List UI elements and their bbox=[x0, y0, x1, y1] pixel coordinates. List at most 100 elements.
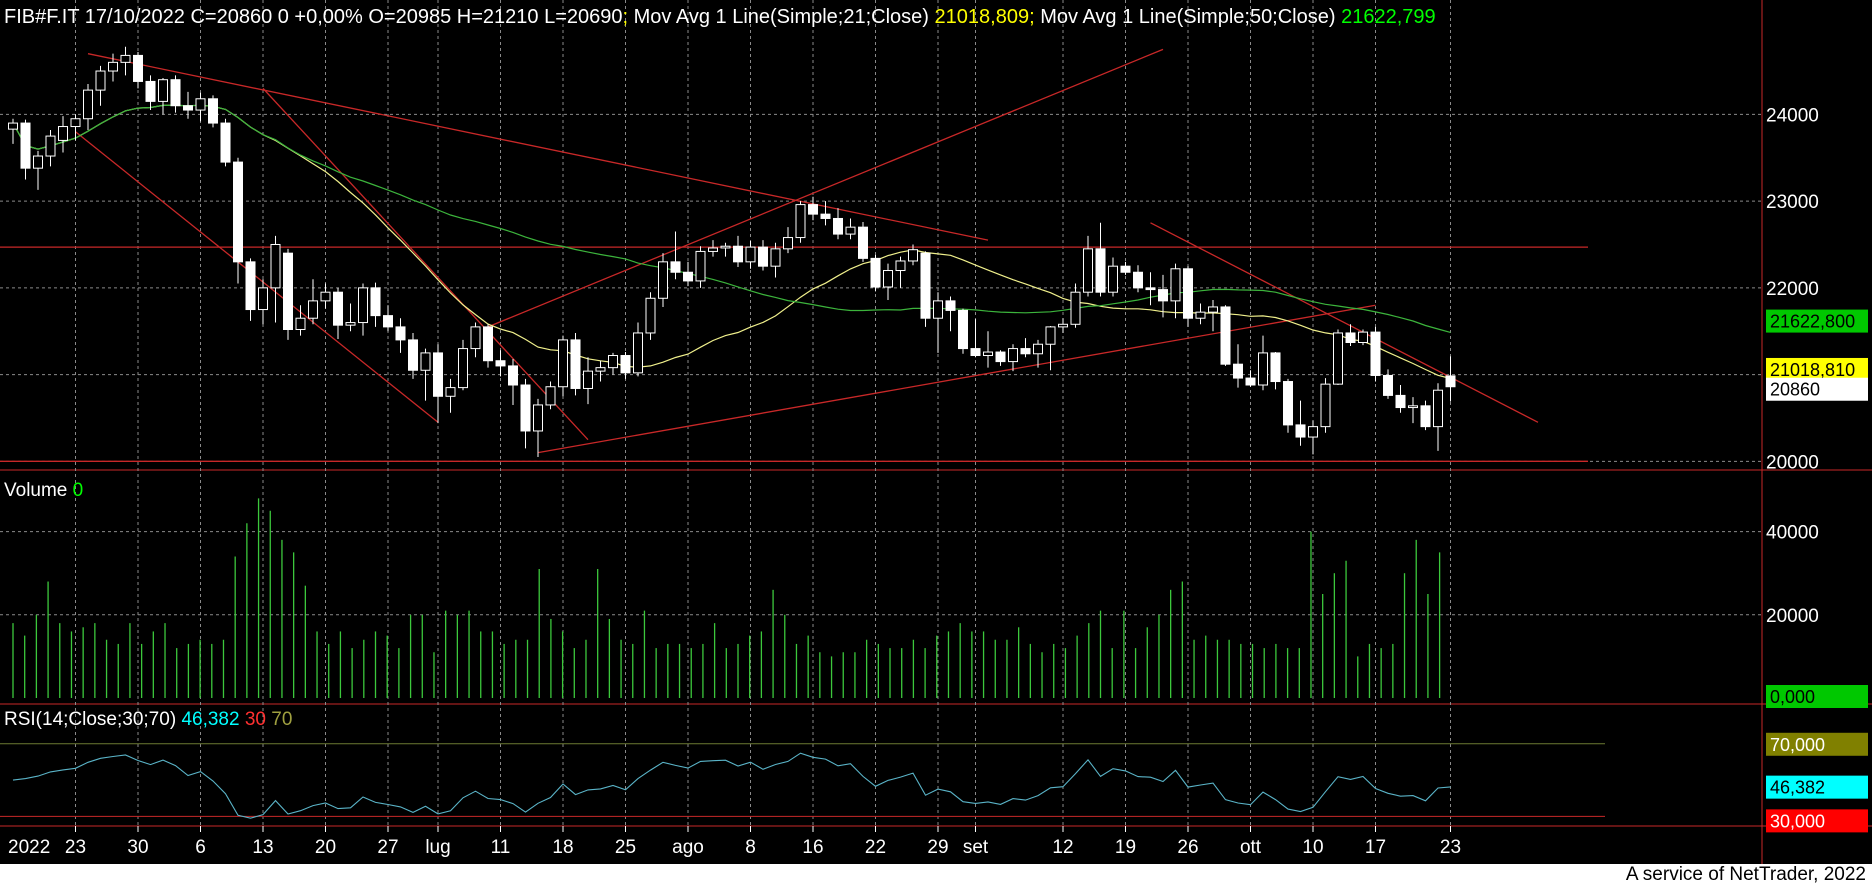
candle-up bbox=[533, 404, 543, 432]
candle-down bbox=[133, 54, 143, 82]
candle-down bbox=[1245, 377, 1256, 386]
trendline bbox=[537, 304, 1376, 454]
candle-down bbox=[220, 122, 231, 163]
candle-down bbox=[1395, 394, 1406, 409]
candle-down bbox=[1158, 289, 1168, 302]
rsi-value-axis-badge: 46,382 bbox=[1770, 778, 1825, 798]
candle-up bbox=[108, 61, 118, 72]
candle-up bbox=[1320, 383, 1331, 428]
x-tick-label: 18 bbox=[552, 837, 573, 858]
volume-value: 0 bbox=[72, 480, 84, 501]
ma21-value: 21018,809 bbox=[934, 6, 1030, 28]
candle-down bbox=[1220, 306, 1231, 365]
candle-up bbox=[795, 204, 806, 239]
candle-up bbox=[1108, 265, 1118, 293]
candle-up bbox=[45, 135, 56, 157]
candle-up bbox=[1333, 332, 1343, 385]
volume-tick-label: 40000 bbox=[1766, 523, 1819, 544]
candle-down bbox=[495, 360, 506, 367]
price-tick-label: 23000 bbox=[1766, 192, 1819, 213]
x-tick-label: 12 bbox=[1052, 837, 1073, 858]
volume-legend: Volume 0 bbox=[4, 480, 83, 502]
candle-up bbox=[908, 249, 918, 262]
candle-down bbox=[808, 204, 818, 215]
candle-up bbox=[1308, 426, 1318, 438]
rsi-title: RSI(14;Close;30;70) bbox=[4, 709, 177, 730]
price-tick-label: 20000 bbox=[1766, 452, 1819, 473]
candle-down bbox=[920, 252, 931, 319]
candle-down bbox=[245, 261, 256, 311]
candle-up bbox=[270, 243, 281, 289]
volume-axis-badge-bg bbox=[1766, 685, 1868, 708]
candle-up bbox=[845, 226, 856, 235]
rsi-high-axis-badge-bg bbox=[1766, 732, 1868, 756]
footer-bar bbox=[0, 864, 1872, 888]
candle-down bbox=[408, 339, 418, 371]
candle-down bbox=[170, 79, 181, 107]
candle-up bbox=[545, 386, 556, 406]
x-tick-label: 11 bbox=[491, 837, 511, 858]
candle-up bbox=[720, 245, 731, 249]
ma50-axis-badge-bg bbox=[1766, 309, 1868, 333]
candle-up bbox=[8, 122, 18, 130]
candle-down bbox=[833, 217, 843, 235]
ma21-axis-badge: 21018,810 bbox=[1770, 360, 1855, 380]
candle-up bbox=[345, 322, 356, 326]
candle-up bbox=[608, 355, 618, 369]
candle-up bbox=[1433, 389, 1443, 428]
candle-down bbox=[945, 300, 956, 311]
candle-down bbox=[683, 271, 693, 282]
candle-down bbox=[570, 339, 581, 389]
candle-up bbox=[58, 126, 68, 141]
candle-up bbox=[558, 339, 568, 388]
candle-down bbox=[370, 287, 381, 317]
x-tick-label: 23 bbox=[65, 837, 86, 858]
separator: ; bbox=[622, 6, 629, 28]
candle-down bbox=[1133, 271, 1143, 289]
candle-up bbox=[308, 300, 318, 319]
x-tick-label: 29 bbox=[927, 837, 948, 858]
rsi-low: 30 bbox=[244, 709, 266, 730]
candle-up bbox=[95, 70, 106, 91]
rsi-line bbox=[12, 752, 1451, 819]
candle-down bbox=[333, 291, 343, 326]
candle-up bbox=[1008, 348, 1018, 363]
rsi-legend: RSI(14;Close;30;70) 46,382 30 70 bbox=[4, 709, 292, 731]
price-tick-label: 22000 bbox=[1766, 279, 1819, 300]
candle-down bbox=[1183, 268, 1193, 319]
rsi-high: 70 bbox=[271, 709, 293, 730]
candle-up bbox=[1058, 323, 1068, 328]
candle-up bbox=[1208, 306, 1218, 313]
separator: ; bbox=[1029, 6, 1035, 28]
candle-up bbox=[708, 247, 718, 252]
chart-header: FIB#F.IT 17/10/2022 C=20860 0 +0,00% O=2… bbox=[4, 6, 1436, 29]
x-tick-label: 30 bbox=[127, 837, 148, 858]
x-tick-label: ago bbox=[672, 837, 704, 858]
candle-down bbox=[1020, 348, 1031, 355]
x-tick-label: 16 bbox=[802, 837, 823, 858]
candle-down bbox=[820, 213, 831, 219]
candle-down bbox=[970, 348, 981, 357]
candle-up bbox=[645, 297, 656, 334]
x-tick-label: lug bbox=[425, 837, 450, 858]
candle-down bbox=[620, 355, 631, 374]
candle-up bbox=[783, 237, 793, 250]
candle-up bbox=[1070, 291, 1081, 325]
x-tick-label: 6 bbox=[195, 837, 206, 858]
candle-down bbox=[733, 245, 743, 263]
candle-up bbox=[1045, 326, 1056, 345]
credit-text: A service of NetTrader, 2022 bbox=[1625, 864, 1866, 885]
ma50-label: Mov Avg 1 Line(Simple;50;Close) bbox=[1040, 6, 1336, 28]
x-tick-label: 10 bbox=[1302, 837, 1323, 858]
x-tick-label: 2022 bbox=[8, 837, 50, 858]
trendline bbox=[1150, 222, 1539, 423]
ma50-value: 21622,799 bbox=[1341, 6, 1436, 28]
candle-up bbox=[1083, 248, 1093, 293]
x-tick-label: 20 bbox=[315, 837, 336, 858]
candle-up bbox=[1195, 311, 1206, 319]
ma50-line bbox=[12, 104, 1451, 333]
candle-down bbox=[1283, 381, 1293, 426]
x-tick-label: 19 bbox=[1115, 837, 1136, 858]
candle-up bbox=[120, 54, 131, 63]
